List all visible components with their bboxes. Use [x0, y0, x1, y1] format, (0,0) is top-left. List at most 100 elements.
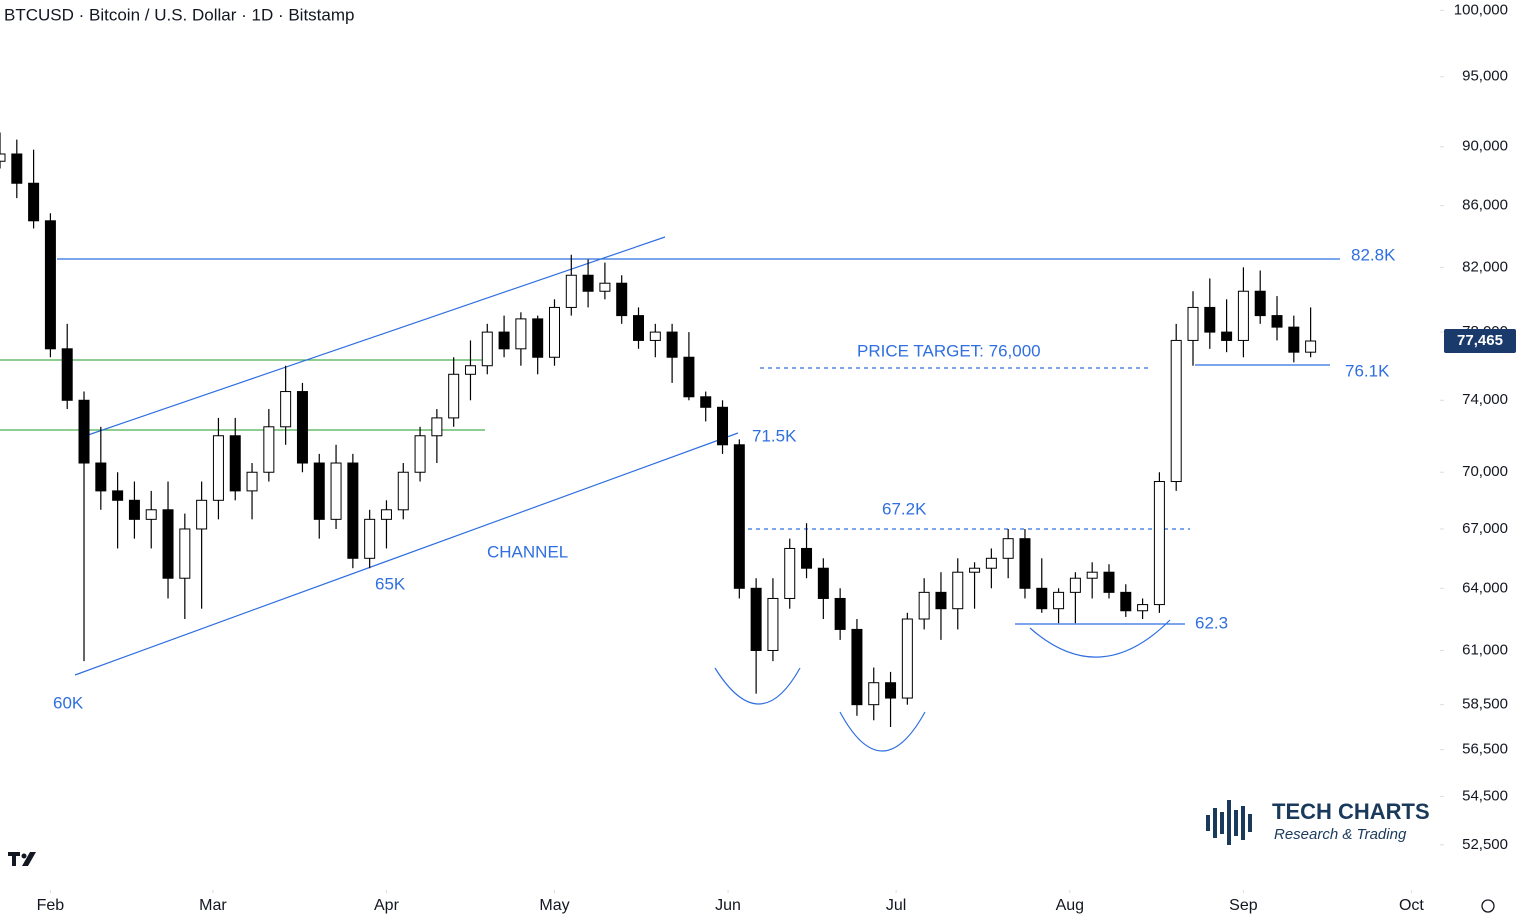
candle-body — [750, 587, 762, 651]
candle-body — [969, 567, 981, 573]
candle-body — [1305, 340, 1317, 353]
candle-body — [28, 182, 40, 222]
candle-body — [885, 682, 897, 699]
logo-tagline: Research & Trading — [1274, 826, 1407, 843]
candle-body — [1271, 315, 1283, 328]
y-tick-label: 52,500 — [1462, 836, 1508, 853]
x-tick-label: Oct — [1399, 897, 1424, 914]
last-price-label: 77,465 — [1457, 332, 1503, 349]
candle-body — [565, 274, 577, 308]
candle-body — [414, 435, 426, 473]
arc — [1029, 619, 1171, 658]
candle-body — [616, 282, 628, 317]
channel-upper — [87, 236, 666, 436]
candle-body — [1153, 481, 1165, 606]
annotation: 71.5K — [752, 426, 797, 445]
candle-body — [112, 490, 124, 501]
candle-body — [1187, 306, 1199, 341]
annotation: 60K — [53, 693, 84, 712]
y-tick-label: 82,000 — [1462, 258, 1508, 275]
y-tick-label: 54,500 — [1462, 787, 1508, 804]
candle-body — [851, 628, 863, 706]
candle-body — [431, 417, 443, 437]
y-tick-label: 61,000 — [1462, 641, 1508, 658]
annotation: CHANNEL — [487, 542, 568, 561]
candle-body — [296, 391, 308, 464]
candle-body — [380, 509, 392, 520]
candle-body — [834, 597, 846, 630]
candle-body — [1288, 326, 1300, 353]
logo-name: TECH CHARTS — [1272, 799, 1430, 824]
candle-body — [548, 306, 560, 358]
candle-body — [313, 462, 325, 520]
annotation: PRICE TARGET: 76,000 — [857, 341, 1041, 360]
y-tick-label: 67,000 — [1462, 520, 1508, 537]
x-tick-label: Aug — [1056, 897, 1084, 914]
candle-body — [935, 591, 947, 610]
y-tick-label: 86,000 — [1462, 197, 1508, 214]
candle-body — [44, 220, 56, 350]
y-tick-label: 74,000 — [1462, 391, 1508, 408]
candle-body — [582, 274, 594, 292]
tv-logo — [8, 852, 36, 866]
candle-body — [229, 435, 241, 492]
candle-body — [263, 426, 275, 473]
x-tick-label: Jul — [886, 897, 906, 914]
candle-body — [666, 331, 678, 358]
candle-body — [448, 373, 460, 419]
x-tick-label: Apr — [374, 897, 400, 914]
y-tick-label: 56,500 — [1462, 741, 1508, 758]
candle-body — [1086, 571, 1098, 579]
candle-body — [1204, 306, 1216, 333]
candle-body — [364, 518, 376, 559]
y-tick-label: 95,000 — [1462, 68, 1508, 85]
candle-body — [1069, 577, 1081, 593]
candle-body — [464, 365, 476, 375]
candle-body — [1019, 538, 1031, 589]
candle-body — [498, 331, 510, 350]
candle-body — [952, 571, 964, 610]
arc — [714, 667, 801, 705]
candle-body — [515, 318, 527, 350]
annotation: 82.8K — [1351, 245, 1396, 264]
candle-body — [162, 509, 174, 579]
candle-body — [1237, 290, 1249, 341]
candle-body — [817, 567, 829, 599]
candle-body — [128, 499, 140, 520]
y-tick-label: 70,000 — [1462, 463, 1508, 480]
x-tick-label: Jun — [715, 897, 741, 914]
candle-body — [801, 547, 813, 569]
candle-body — [1170, 339, 1182, 483]
x-tick-label: May — [539, 897, 569, 914]
settings-icon[interactable] — [1481, 899, 1495, 913]
y-tick-label: 58,500 — [1462, 696, 1508, 713]
candle-body — [196, 499, 208, 530]
annotation: 62.3 — [1195, 613, 1228, 632]
candle-body — [1137, 604, 1149, 612]
candle-body — [633, 315, 645, 341]
candle-body — [599, 282, 611, 292]
candle-body — [212, 435, 224, 501]
chart-title: BTCUSD · Bitcoin / U.S. Dollar · 1D · Bi… — [4, 5, 354, 24]
candle-body — [918, 591, 930, 620]
candle-body — [683, 356, 695, 398]
candle-body — [733, 444, 745, 589]
last-price-tag — [1444, 329, 1516, 354]
candle-body — [78, 399, 90, 464]
candle-body — [532, 318, 544, 358]
candle-body — [1254, 290, 1266, 317]
candle-body — [1103, 571, 1115, 593]
candle-body — [330, 462, 342, 520]
candle-body — [784, 547, 796, 599]
candle-body — [717, 406, 729, 446]
candle-body — [1002, 538, 1014, 559]
candle-body — [397, 471, 409, 511]
candle-body — [145, 509, 157, 520]
candle-body — [280, 391, 292, 428]
y-tick-label: 100,000 — [1454, 1, 1508, 18]
y-tick-label: 90,000 — [1462, 138, 1508, 155]
logo: TECH CHARTS Research & Trading — [1206, 799, 1430, 845]
candle-body — [1053, 591, 1065, 610]
candle-body — [649, 331, 661, 341]
